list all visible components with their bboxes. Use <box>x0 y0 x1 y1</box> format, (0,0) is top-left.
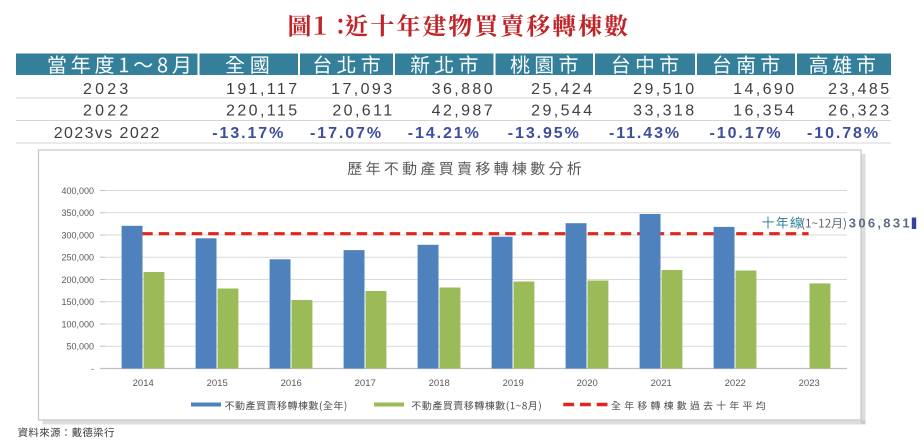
svg-text:29,510: 29,510 <box>633 81 696 98</box>
svg-text:26,323: 26,323 <box>828 102 891 119</box>
svg-text:17,093: 17,093 <box>331 81 394 98</box>
svg-text:2023: 2023 <box>799 378 820 389</box>
svg-text:191,117: 191,117 <box>226 81 299 98</box>
svg-text:-11.43%: -11.43% <box>609 125 681 142</box>
svg-text:14,690: 14,690 <box>733 81 796 98</box>
svg-text:-10.17%: -10.17% <box>710 125 783 142</box>
svg-text:20,611: 20,611 <box>332 102 394 119</box>
svg-text:-: - <box>91 364 94 374</box>
svg-text:2023: 2023 <box>83 81 131 98</box>
svg-text:2022: 2022 <box>83 102 131 119</box>
svg-text:350,000: 350,000 <box>61 208 94 218</box>
svg-text:25,424: 25,424 <box>531 81 594 98</box>
svg-text:-13.95%: -13.95% <box>508 125 581 142</box>
svg-text:50,000: 50,000 <box>66 342 94 352</box>
svg-text:-10.78%: -10.78% <box>807 125 880 142</box>
svg-text:300,000: 300,000 <box>61 230 94 240</box>
svg-text:2019: 2019 <box>503 378 524 389</box>
svg-text:2014: 2014 <box>133 378 154 389</box>
svg-text:2022: 2022 <box>725 378 746 389</box>
svg-text:220,115: 220,115 <box>226 102 299 119</box>
svg-text:-14.21%: -14.21% <box>408 125 481 142</box>
svg-text:29,544: 29,544 <box>531 102 594 119</box>
svg-text:306,831: 306,831 <box>849 216 912 231</box>
svg-text:33,318: 33,318 <box>633 102 696 119</box>
svg-text:100,000: 100,000 <box>61 319 94 329</box>
svg-text:-17.07%: -17.07% <box>310 125 383 142</box>
svg-text:36,880: 36,880 <box>432 81 495 98</box>
svg-text:16,354: 16,354 <box>733 102 796 119</box>
svg-text:2020: 2020 <box>577 378 598 389</box>
svg-text:2021: 2021 <box>651 378 672 389</box>
svg-text:2017: 2017 <box>355 378 376 389</box>
svg-text:23,485: 23,485 <box>828 81 891 98</box>
svg-text:2018: 2018 <box>429 378 450 389</box>
svg-text:2015: 2015 <box>207 378 228 389</box>
svg-text:42,987: 42,987 <box>432 102 495 119</box>
svg-text:150,000: 150,000 <box>61 297 94 307</box>
svg-text:400,000: 400,000 <box>61 186 94 196</box>
svg-text:200,000: 200,000 <box>61 275 94 285</box>
svg-text:2023vs 2022: 2023vs 2022 <box>54 125 161 142</box>
svg-text:-13.17%: -13.17% <box>212 125 285 142</box>
svg-text:2016: 2016 <box>281 378 302 389</box>
svg-text:250,000: 250,000 <box>61 253 94 263</box>
